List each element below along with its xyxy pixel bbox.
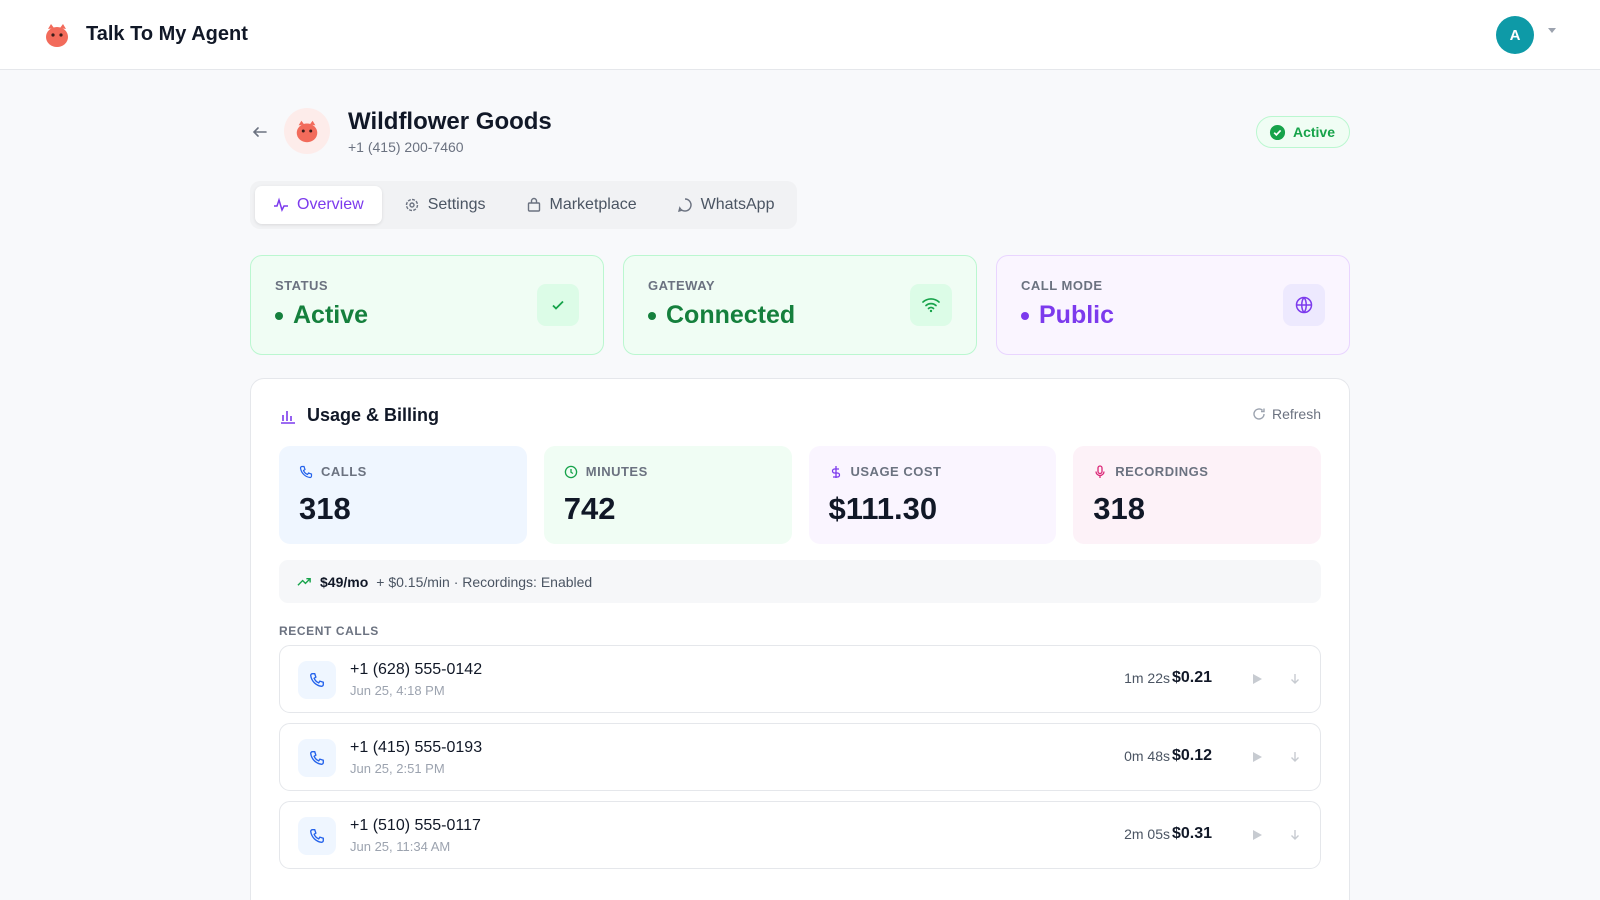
call-icon (298, 661, 336, 699)
refresh-label: Refresh (1271, 406, 1321, 422)
usage-panel: Usage & Billing Refresh CALLS 318 MINUTE… (250, 378, 1350, 900)
call-time: Jun 25, 4:18 PM (350, 683, 445, 698)
usage-title-text: Usage & Billing (307, 405, 440, 425)
call-cost: $0.21 (1172, 669, 1213, 686)
call-duration: 1m 22s (1124, 670, 1170, 686)
stat-label-text: USAGE COST (850, 464, 942, 479)
usage-title: Usage & Billing (279, 405, 439, 426)
call-time: Jun 25, 2:51 PM (350, 761, 445, 776)
call-icon (298, 817, 336, 855)
stat-value: 318 (1093, 491, 1145, 526)
stat-label-text: RECORDINGS (1115, 464, 1209, 479)
status-cards: STATUS Active GATEWAY Connected CALL MOD… (250, 255, 1350, 355)
stat-label: MINUTES (564, 464, 772, 479)
call-cost: $0.31 (1172, 825, 1213, 842)
stat-label-text: MINUTES (585, 464, 648, 479)
card-value: Connected (648, 301, 952, 330)
download-button[interactable] (1288, 828, 1302, 842)
play-button[interactable] (1250, 672, 1264, 686)
card-value-text: Active (293, 301, 369, 329)
play-button[interactable] (1250, 828, 1264, 842)
tab-label: Marketplace (549, 196, 637, 213)
call-row: +1 (510) 555-0117 Jun 25, 11:34 AM 2m 05s $… (279, 801, 1321, 869)
status-card: STATUS Active (250, 255, 604, 355)
main: Wildflower Goods +1 (415) 200-7460 Activ… (250, 70, 1350, 900)
user-avatar[interactable]: A (1496, 16, 1534, 54)
tab-label: WhatsApp (700, 196, 775, 213)
card-label: GATEWAY (648, 278, 716, 293)
tab[interactable]: Marketplace (508, 186, 655, 224)
card-value-text: Connected (666, 301, 796, 329)
tab[interactable]: WhatsApp (659, 186, 793, 224)
agent-avatar (284, 108, 330, 154)
agent-name: Wildflower Goods (348, 108, 552, 135)
user-menu-caret[interactable] (1548, 28, 1556, 33)
stat-label-text: CALLS (321, 464, 367, 479)
usage-stats: CALLS 318 MINUTES 742 USAGE COST $111.30… (279, 446, 1321, 544)
app-name: Talk To My Agent (86, 23, 248, 45)
call-time: Jun 25, 11:34 AM (350, 839, 451, 854)
status-badge: Active (1255, 116, 1350, 148)
agent-phone: +1 (415) 200-7460 (348, 139, 464, 155)
call-duration: 0m 48s (1124, 748, 1170, 764)
download-button[interactable] (1288, 672, 1302, 686)
card-icon (537, 284, 579, 326)
refresh-button[interactable]: Refresh (1252, 406, 1321, 422)
play-button[interactable] (1250, 750, 1264, 764)
call-cost: $0.12 (1172, 747, 1213, 764)
call-row: +1 (628) 555-0142 Jun 25, 4:18 PM 1m 22s $0… (279, 645, 1321, 713)
stat-card: USAGE COST $111.30 (808, 446, 1057, 544)
back-button[interactable] (250, 122, 270, 142)
call-number: +1 (628) 555-0142 (350, 661, 483, 678)
stat-label: USAGE COST (829, 464, 1037, 479)
tab[interactable]: Settings (386, 186, 504, 224)
stat-value: 742 (563, 491, 616, 526)
status-card: GATEWAY Connected (623, 255, 977, 355)
card-icon (1283, 284, 1325, 326)
tab[interactable]: Overview (255, 186, 382, 224)
stat-label: RECORDINGS (1093, 464, 1301, 479)
logo[interactable] (42, 20, 72, 50)
tab-bar: Overview Settings Marketplace WhatsApp (250, 181, 798, 229)
top-bar: Talk To My Agent A (0, 0, 1600, 70)
stat-card: MINUTES 742 (543, 446, 792, 544)
plan-detail: + $0.15/min · Recordings: Enabled (376, 573, 593, 590)
card-value: Active (275, 301, 579, 330)
tab-label: Overview (297, 196, 364, 213)
stat-value: 318 (299, 491, 351, 526)
call-duration: 2m 05s (1124, 826, 1170, 842)
call-icon (298, 739, 336, 777)
card-value-text: Public (1039, 301, 1115, 329)
plan-price: $49/mo (320, 573, 369, 590)
stat-value: $111.30 (828, 491, 938, 526)
status-card: CALL MODE Public (996, 255, 1350, 355)
recent-calls-title: RECENT CALLS (279, 624, 379, 638)
card-value: Public (1021, 301, 1325, 330)
stat-label: CALLS (299, 464, 507, 479)
card-icon (910, 284, 952, 326)
stat-card: CALLS 318 (279, 446, 527, 544)
call-row: +1 (415) 555-0193 Jun 25, 2:51 PM 0m 48s $0… (279, 723, 1321, 791)
call-number: +1 (415) 555-0193 (350, 739, 483, 756)
plan-summary: $49/mo + $0.15/min · Recordings: Enabled (279, 560, 1321, 603)
status-badge-text: Active (1292, 124, 1335, 140)
tab-label: Settings (427, 196, 486, 213)
call-number: +1 (510) 555-0117 (350, 817, 481, 834)
card-label: CALL MODE (1021, 278, 1103, 293)
card-label: STATUS (275, 278, 329, 293)
download-button[interactable] (1288, 750, 1302, 764)
stat-card: RECORDINGS 318 (1073, 446, 1321, 544)
